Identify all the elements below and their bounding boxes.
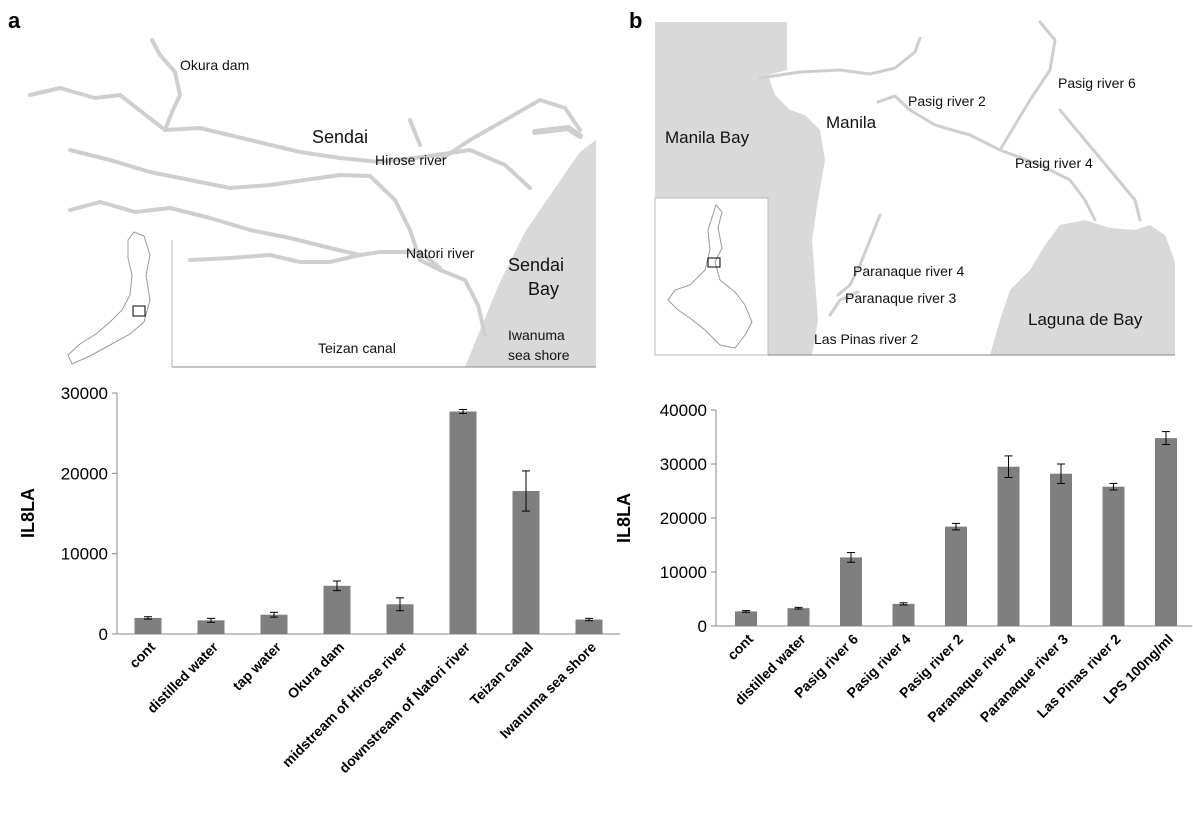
japan-inset-marker: [132, 305, 146, 317]
map-manila: Manila Bay Manila Pasig river 2 Pasig ri…: [654, 20, 1175, 356]
y-tick-label: 0: [698, 617, 707, 636]
y-tick-label: 20000: [61, 464, 108, 483]
bar: [512, 491, 540, 634]
bar: [892, 603, 915, 626]
label-sendai: Sendai: [312, 127, 368, 147]
y-axis-label: IL8LA: [614, 493, 634, 543]
category-label: cont: [126, 639, 158, 671]
y-axis-label: IL8LA: [18, 488, 38, 538]
philippines-inset-frame: [654, 197, 769, 356]
bar: [840, 557, 862, 626]
y-tick-label: 40000: [660, 401, 707, 420]
y-tick-label: 20000: [660, 509, 707, 528]
category-label: midstream of Hirose river: [279, 638, 411, 770]
bar: [945, 526, 967, 626]
bar: [134, 617, 162, 634]
map-sendai: Okura dam Sendai Hirose river Natori riv…: [28, 38, 596, 368]
category-label: Teizan canal: [467, 639, 536, 708]
rivers-manila: [758, 20, 1142, 317]
bar: [787, 608, 810, 626]
label-paranaque-river-3: Paranaque river 3: [845, 290, 957, 306]
label-pasig-river-4: Pasig river 4: [1015, 155, 1093, 171]
bar: [449, 411, 477, 634]
category-label: Okura dam: [284, 639, 347, 702]
philippines-inset-marker: [707, 257, 721, 268]
bar: [575, 619, 603, 634]
sendai-bay-water: [465, 140, 596, 367]
bar: [260, 614, 288, 634]
y-tick-label: 0: [99, 625, 108, 644]
y-tick-label: 30000: [660, 455, 707, 474]
label-natori-river: Natori river: [406, 245, 475, 261]
label-manila: Manila: [826, 113, 877, 132]
label-laguna-de-bay: Laguna de Bay: [1028, 310, 1143, 329]
label-las-pinas-river-2: Las Pinas river 2: [814, 331, 918, 347]
category-label: downstream of Natori river: [336, 638, 474, 776]
y-tick-label: 10000: [660, 563, 707, 582]
label-iwanuma-line1: Iwanuma: [508, 327, 565, 343]
bar: [1102, 486, 1125, 626]
label-pasig-river-2: Pasig river 2: [908, 93, 986, 109]
bar: [323, 585, 351, 634]
category-label: Paranaque river 3: [977, 631, 1072, 726]
manila-bay-pier: [787, 22, 800, 72]
bar: [197, 620, 225, 634]
manila-bay-water: [655, 22, 825, 355]
panel-letter-a: a: [8, 8, 21, 33]
bar: [735, 611, 757, 626]
chart-b: 010000200003000040000IL8LAcontdistilled …: [614, 401, 1193, 726]
label-hirose-river: Hirose river: [375, 152, 447, 168]
rivers-sendai: [28, 38, 583, 337]
label-sendai-bay-line1: Sendai: [508, 255, 564, 275]
label-paranaque-river-4: Paranaque river 4: [853, 263, 965, 279]
panel-letter-b: b: [629, 8, 643, 33]
japan-inset: [67, 231, 151, 365]
label-manila-bay: Manila Bay: [665, 128, 750, 147]
laguna-water: [990, 220, 1175, 355]
category-label: cont: [724, 631, 756, 663]
bar: [1050, 473, 1072, 626]
y-tick-label: 30000: [61, 384, 108, 403]
label-sendai-bay-line2: Bay: [528, 279, 559, 299]
category-label: Paranaque river 4: [924, 631, 1019, 726]
label-iwanuma-line2: sea shore: [508, 347, 570, 363]
y-tick-label: 10000: [61, 545, 108, 564]
label-pasig-river-6: Pasig river 6: [1058, 75, 1136, 91]
label-teizan-canal: Teizan canal: [318, 340, 396, 356]
bar: [997, 466, 1020, 626]
category-label: tap water: [229, 638, 284, 693]
label-okura-dam: Okura dam: [180, 57, 249, 73]
bar: [1155, 438, 1177, 626]
philippines-inset: [667, 203, 753, 349]
